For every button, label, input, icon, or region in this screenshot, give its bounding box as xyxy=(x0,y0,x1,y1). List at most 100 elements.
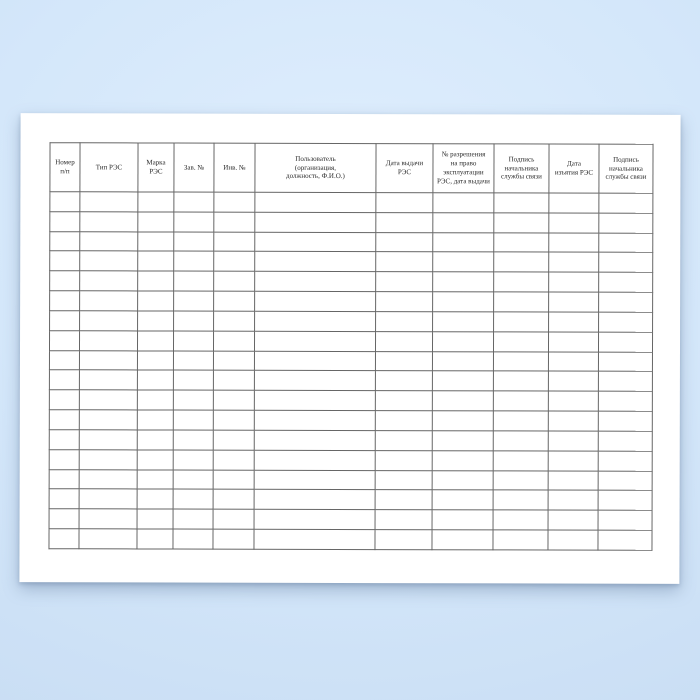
empty-cell-factory-number xyxy=(173,489,214,510)
empty-cell-issue-date xyxy=(375,371,433,391)
table-row xyxy=(49,350,653,372)
empty-cell-inventory-number xyxy=(213,469,255,490)
empty-cell-chief-signature-2 xyxy=(598,351,653,372)
empty-cell-res-brand xyxy=(137,429,174,450)
empty-cell-row-number xyxy=(49,330,80,351)
empty-cell-permit-number xyxy=(432,470,494,491)
empty-cell-permit-number xyxy=(431,529,494,550)
empty-cell-permit-number xyxy=(432,450,494,471)
empty-cell-chief-signature-2 xyxy=(598,411,653,432)
empty-cell-withdrawal-date xyxy=(548,430,599,451)
empty-cell-permit-number xyxy=(432,351,494,372)
column-header-row-number: Номер п/п xyxy=(49,142,81,192)
empty-cell-user xyxy=(254,410,376,431)
empty-cell-factory-number xyxy=(173,231,214,252)
empty-cell-res-brand xyxy=(137,370,174,391)
empty-cell-chief-signature-2 xyxy=(598,431,653,452)
empty-cell-user xyxy=(254,489,376,510)
empty-cell-user xyxy=(254,231,376,253)
empty-cell-res-type xyxy=(79,449,138,470)
empty-cell-chief-signature-2 xyxy=(598,391,653,412)
empty-cell-res-type xyxy=(79,429,138,450)
empty-cell-issue-date xyxy=(375,470,433,491)
empty-cell-chief-signature-1 xyxy=(493,192,549,213)
empty-cell-row-number xyxy=(49,350,80,371)
empty-cell-permit-number xyxy=(432,509,494,530)
empty-cell-withdrawal-date xyxy=(548,470,599,491)
empty-cell-row-number xyxy=(49,409,80,430)
empty-cell-withdrawal-date xyxy=(548,292,599,313)
empty-cell-row-number xyxy=(49,449,80,470)
empty-cell-res-type xyxy=(79,290,138,311)
empty-cell-inventory-number xyxy=(213,509,255,530)
empty-cell-inventory-number xyxy=(213,231,255,252)
empty-cell-permit-number xyxy=(432,390,494,411)
empty-cell-row-number xyxy=(49,271,80,291)
document-page: Номер п/п Тип РЭС Марка РЭС Зав. № Инв. № Пол… xyxy=(19,113,681,584)
table-row xyxy=(49,409,653,432)
empty-cell-factory-number xyxy=(173,350,214,371)
empty-cell-permit-number xyxy=(432,371,494,392)
empty-cell-permit-number xyxy=(432,331,494,352)
empty-cell-factory-number xyxy=(173,251,214,272)
empty-cell-chief-signature-2 xyxy=(598,312,653,333)
empty-cell-res-type xyxy=(79,409,138,430)
empty-cell-withdrawal-date xyxy=(548,490,599,511)
empty-cell-chief-signature-2 xyxy=(598,252,653,273)
empty-cell-res-brand xyxy=(136,529,174,550)
column-header-user: Пользователь (организация, должность, Ф.… xyxy=(254,143,377,193)
table-row xyxy=(49,330,653,352)
column-header-chief-signature-2: Подпись начальника службы связи xyxy=(598,144,654,194)
empty-cell-permit-number xyxy=(432,311,494,332)
column-header-issue-date: Дата выдачи РЭС xyxy=(375,143,434,193)
empty-cell-chief-signature-2 xyxy=(598,292,653,313)
empty-cell-withdrawal-date xyxy=(548,252,599,273)
empty-cell-inventory-number xyxy=(213,251,255,272)
table-row xyxy=(48,528,653,551)
empty-cell-permit-number xyxy=(432,430,494,451)
empty-cell-withdrawal-date xyxy=(547,530,599,551)
empty-cell-issue-date xyxy=(375,271,433,292)
empty-cell-user xyxy=(254,450,376,471)
empty-cell-res-type xyxy=(79,211,138,232)
empty-cell-chief-signature-1 xyxy=(493,351,549,372)
table-row xyxy=(49,489,653,511)
empty-cell-res-brand xyxy=(137,211,174,232)
table-row xyxy=(49,191,653,214)
column-header-res-brand: Марка РЭС xyxy=(137,142,175,193)
empty-cell-withdrawal-date xyxy=(548,212,599,233)
empty-cell-chief-signature-1 xyxy=(493,311,549,332)
empty-cell-res-type xyxy=(79,330,138,351)
empty-cell-res-brand xyxy=(137,310,174,331)
empty-cell-issue-date xyxy=(375,489,433,510)
empty-cell-factory-number xyxy=(173,192,214,212)
empty-cell-issue-date xyxy=(375,450,433,471)
empty-cell-row-number xyxy=(49,389,80,410)
empty-cell-res-brand xyxy=(137,271,174,292)
empty-cell-row-number xyxy=(49,489,80,510)
empty-cell-chief-signature-1 xyxy=(493,450,549,471)
empty-cell-chief-signature-2 xyxy=(598,490,653,511)
empty-cell-inventory-number xyxy=(213,489,255,510)
empty-cell-chief-signature-2 xyxy=(598,193,653,214)
empty-cell-user xyxy=(254,390,376,411)
empty-cell-inventory-number xyxy=(213,211,255,232)
empty-cell-res-brand xyxy=(137,390,174,411)
empty-cell-inventory-number xyxy=(213,311,255,332)
empty-cell-res-brand xyxy=(137,330,174,351)
empty-cell-factory-number xyxy=(173,390,214,411)
empty-cell-inventory-number xyxy=(213,370,255,391)
empty-cell-issue-date xyxy=(375,192,433,213)
empty-cell-issue-date xyxy=(375,232,433,253)
table-row xyxy=(49,508,653,531)
empty-cell-chief-signature-1 xyxy=(493,410,549,431)
header-row: Номер п/п Тип РЭС Марка РЭС Зав. № Инв. № Пол… xyxy=(49,142,654,194)
empty-cell-chief-signature-1 xyxy=(493,490,549,511)
empty-cell-res-type xyxy=(79,231,138,252)
empty-cell-factory-number xyxy=(172,529,214,550)
empty-cell-factory-number xyxy=(173,271,214,292)
empty-cell-issue-date xyxy=(375,351,433,372)
empty-cell-inventory-number xyxy=(213,410,255,431)
empty-cell-inventory-number xyxy=(213,330,255,351)
empty-cell-issue-date xyxy=(375,509,433,530)
